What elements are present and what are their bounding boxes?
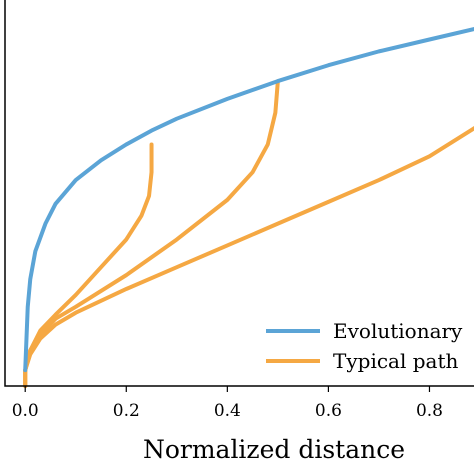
legend-label: Typical path (333, 349, 458, 373)
legend: Evolutionary Typical path (266, 319, 463, 373)
series-line-typical-path-2 (23, 79, 280, 388)
legend-label: Evolutionary (333, 319, 463, 343)
x-tick-label: 0.6 (315, 401, 342, 421)
series-line-typical-path-3 (23, 126, 474, 388)
x-tick-label: 0.4 (214, 401, 241, 421)
series-layer (23, 26, 474, 388)
x-axis-title: Normalized distance (143, 435, 405, 464)
series-line-typical-path-1 (23, 142, 154, 388)
x-axis: 0.0 0.2 0.4 0.6 0.8 (12, 386, 443, 421)
plot-frame (4, 0, 474, 387)
x-tick-label: 0.0 (12, 401, 39, 421)
x-tick-label: 0.8 (416, 401, 443, 421)
x-tick-label: 0.2 (113, 401, 140, 421)
series-line-evolutionary (23, 26, 474, 373)
